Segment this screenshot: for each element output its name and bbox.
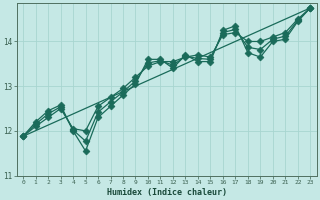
X-axis label: Humidex (Indice chaleur): Humidex (Indice chaleur) — [107, 188, 227, 197]
